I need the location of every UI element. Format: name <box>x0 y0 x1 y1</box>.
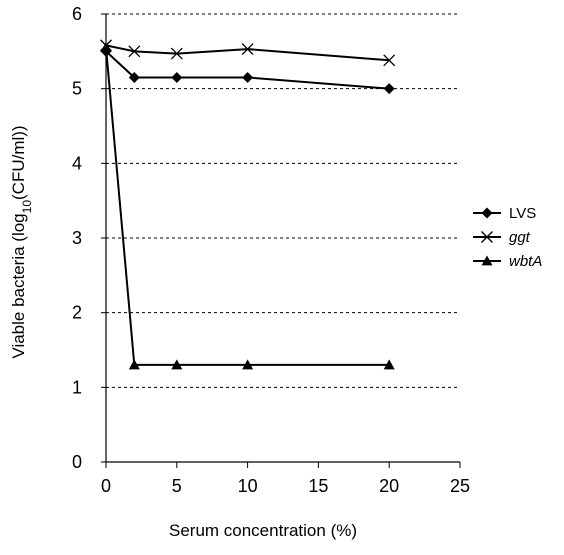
data-point-LVS-1 <box>128 71 140 83</box>
data-point-LVS-3 <box>242 71 254 83</box>
data-point-ggt-1 <box>128 45 141 58</box>
x-tick-label-5: 5 <box>172 476 182 496</box>
data-point-wbtA-3 <box>242 359 254 370</box>
tick-labels: 0 1 2 3 4 5 6 0 5 10 15 20 25 <box>72 4 470 496</box>
y-tick-label-3: 3 <box>72 228 82 248</box>
data-points <box>100 39 396 370</box>
data-point-ggt-2 <box>170 47 183 60</box>
x-tick-label-0: 0 <box>101 476 111 496</box>
legend-label-LVS: LVS <box>509 205 536 222</box>
data-point-wbtA-4 <box>383 359 395 370</box>
legend-label-wbtA: wbtA <box>509 253 542 270</box>
series-line-wbtA <box>105 47 390 366</box>
data-point-wbtA-2 <box>171 359 183 370</box>
y-tick-label-2: 2 <box>72 303 82 323</box>
y-tick-label-6: 6 <box>72 4 82 24</box>
x-tick-label-25: 25 <box>450 476 470 496</box>
data-point-LVS-4 <box>383 83 395 95</box>
series-line-ggt <box>105 44 390 62</box>
y-tick-label-0: 0 <box>72 452 82 472</box>
x-axis-label: Serum concentration (%) <box>169 521 357 540</box>
legend-marker-ggt <box>481 231 493 243</box>
data-point-wbtA-1 <box>128 359 140 370</box>
data-point-ggt-3 <box>241 43 254 56</box>
data-point-ggt-4 <box>383 54 396 67</box>
legend-entry-LVS: LVS <box>473 205 536 222</box>
y-axis-label: Viable bacteria (log10(CFU/ml)) <box>9 125 34 358</box>
gridlines <box>106 13 460 388</box>
y-tick-label-4: 4 <box>72 153 82 173</box>
y-tick-label-5: 5 <box>72 79 82 99</box>
legend-entry-ggt: ggt <box>473 229 531 246</box>
legend-marker-wbtA <box>481 255 493 266</box>
legend-entry-wbtA: wbtA <box>473 253 542 270</box>
legend-marker-LVS <box>481 207 493 219</box>
x-tick-label-20: 20 <box>379 476 399 496</box>
x-tick-label-10: 10 <box>238 476 258 496</box>
legend: LVS ggt wbtA <box>473 205 542 270</box>
axes <box>101 13 461 468</box>
x-tick-label-15: 15 <box>308 476 328 496</box>
series-lines <box>105 44 390 366</box>
data-point-wbtA-0 <box>100 42 112 52</box>
legend-label-ggt: ggt <box>509 229 531 246</box>
data-point-LVS-2 <box>171 71 183 83</box>
y-tick-label-1: 1 <box>72 377 82 397</box>
